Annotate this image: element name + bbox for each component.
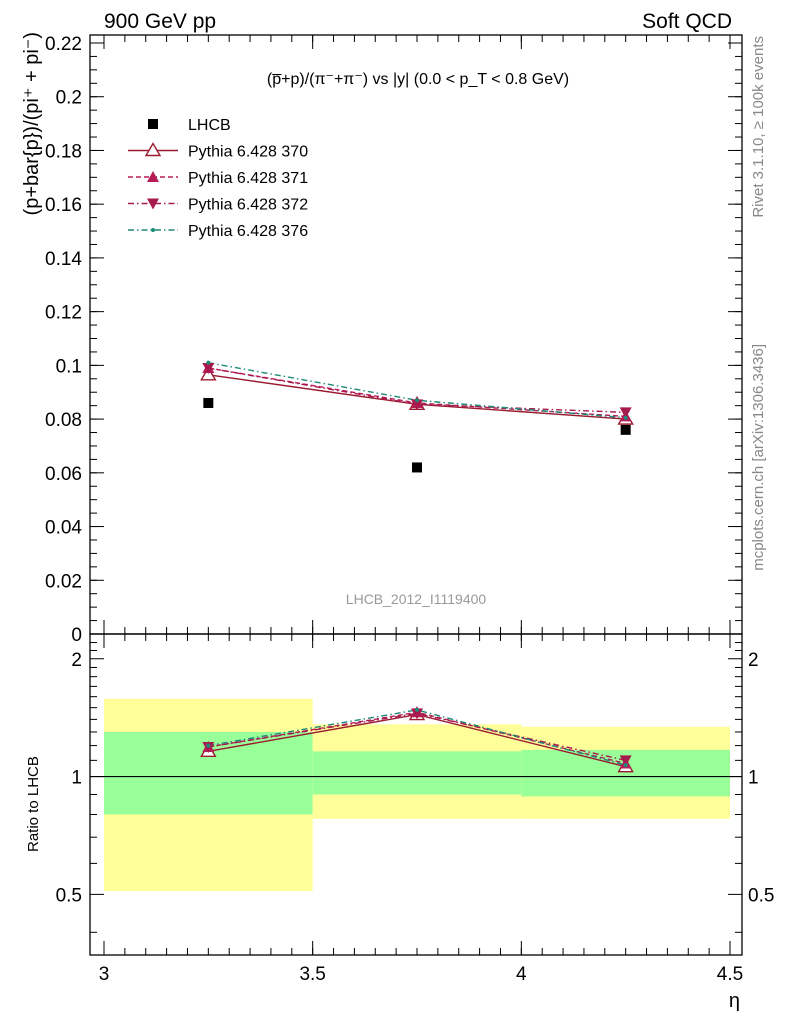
x-tick-label: 3 xyxy=(99,964,110,985)
main-data-point xyxy=(619,407,632,419)
ratio-data-point xyxy=(619,755,632,767)
axis-frames xyxy=(89,34,743,956)
legend-label: Pythia 6.428 372 xyxy=(188,197,308,214)
main-y-tick-label: 0.08 xyxy=(45,410,82,431)
main-series-lines xyxy=(208,361,626,420)
rivet-version-label: Rivet 3.1.10, ≥ 100k events xyxy=(750,36,767,218)
ratio-series-markers xyxy=(200,706,634,773)
main-y-tick-label: 0.14 xyxy=(45,249,82,270)
ratio-y-axis-label: Ratio to LHCB xyxy=(25,756,42,852)
main-y-tick-label: 0.18 xyxy=(45,141,82,162)
main-chart-title: (p̅+p)/(π⁻+π⁻) vs |y| (0.0 < p_T < 0.8 G… xyxy=(267,71,569,88)
main-y-tick-labels: 0 0.02 0.04 0.06 0.08 0.1 0.12 0.14 0.16 0.18 0.2 0… xyxy=(45,34,82,646)
ratio-y-tick-label-right: 0.5 xyxy=(748,885,774,906)
ratio-y-tick-labels: 0.5 0.5 1 1 2 2 xyxy=(56,650,775,907)
legend-label: Pythia 6.428 370 xyxy=(188,144,308,161)
main-data-point xyxy=(623,415,628,420)
x-tick-label: 4 xyxy=(516,964,527,985)
ratio-data-point xyxy=(411,708,423,720)
x-tick-label: 4.5 xyxy=(717,964,743,985)
main-series-markers xyxy=(200,360,634,473)
main-y-tick-label: 0.16 xyxy=(45,195,82,216)
x-axis-label: η xyxy=(729,990,740,1012)
ratio-y-tick-label-right: 1 xyxy=(748,768,759,789)
main-y-tick-label: 0.2 xyxy=(56,88,82,109)
legend-marker xyxy=(147,198,159,210)
main-data-point xyxy=(620,424,631,435)
main-y-tick-label: 0.04 xyxy=(45,518,82,539)
ratio-data-point xyxy=(623,763,628,768)
legend-marker xyxy=(148,119,158,129)
main-y-tick-label: 0.02 xyxy=(45,571,82,592)
main-y-axis-label: (p+bar{p})/(pi⁺ + pi⁻) xyxy=(21,32,43,215)
mcplots-source-label: mcplots.cern.ch [arXiv:1306.3436] xyxy=(750,344,767,571)
legend: LHCB Pythia 6.428 370 Pythia 6.428 371 Pyth… xyxy=(128,117,308,240)
main-data-point xyxy=(203,397,214,408)
legend-label: LHCB xyxy=(188,117,231,134)
header-left-label: 900 GeV pp xyxy=(104,10,216,33)
main-data-point xyxy=(415,398,419,403)
legend-marker xyxy=(151,228,155,232)
main-y-tick-label: 0.06 xyxy=(45,464,82,485)
main-data-point xyxy=(206,360,211,365)
main-data-point xyxy=(411,399,423,411)
ratio-data-point xyxy=(415,707,419,712)
legend-marker xyxy=(147,171,159,182)
header-right-label: Soft QCD xyxy=(642,10,732,33)
main-y-tick-label: 0.22 xyxy=(45,34,82,55)
analysis-watermark: LHCB_2012_I1119400 xyxy=(346,591,487,607)
ratio-uncertainty-bands xyxy=(90,698,742,892)
ratio-series-line xyxy=(208,712,626,762)
main-data-point xyxy=(202,363,215,375)
main-y-tick-label: 0.12 xyxy=(45,303,82,324)
main-y-tick-label: 0.1 xyxy=(56,356,82,377)
ratio-band-green xyxy=(312,751,522,795)
ratio-data-point xyxy=(206,743,211,748)
legend-marker xyxy=(144,142,162,157)
ratio-plot-frame xyxy=(89,633,743,956)
x-tick-label: 3.5 xyxy=(299,964,325,985)
x-tick-labels: 3 3.5 4 4.5 xyxy=(99,964,744,985)
ratio-y-tick-label-right: 2 xyxy=(748,650,759,671)
ratio-y-tick-label: 1 xyxy=(71,768,82,789)
legend-label: Pythia 6.428 376 xyxy=(188,223,308,240)
main-data-point xyxy=(412,462,422,473)
ratio-y-tick-label: 2 xyxy=(71,650,82,671)
main-y-tick-label: 0 xyxy=(71,625,82,646)
legend-label: Pythia 6.428 371 xyxy=(188,170,308,187)
ratio-y-tick-label: 0.5 xyxy=(56,885,82,906)
